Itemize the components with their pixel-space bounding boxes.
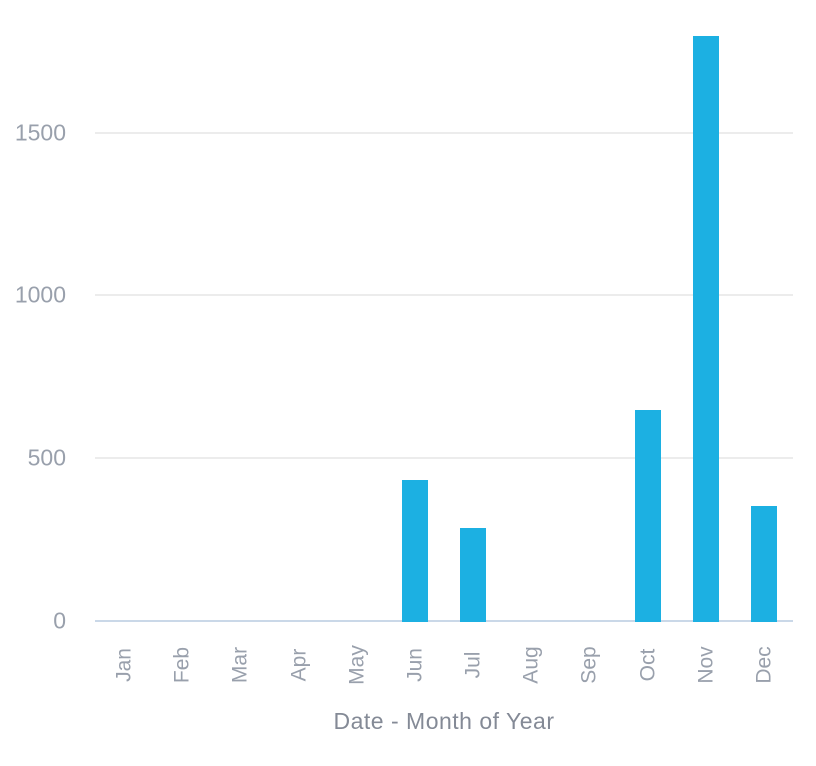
y-tick-label-1500: 1500 [14, 119, 66, 146]
x-tick-label-dec: Dec [752, 646, 776, 684]
gridline-1000 [95, 294, 793, 297]
x-tick-label-jan: Jan [112, 648, 136, 682]
x-tick-label-sep: Sep [577, 646, 601, 684]
bar-oct [634, 410, 661, 622]
x-axis-title: Date - Month of Year [333, 708, 555, 734]
bar-dec [750, 506, 777, 622]
x-tick-label-oct: Oct [636, 648, 660, 682]
bar-jul [460, 527, 487, 622]
y-tick-label-500: 500 [27, 444, 66, 471]
x-tick-label-nov: Nov [694, 646, 718, 684]
plot-area: 0 500 1000 1500 Jan Feb Mar Apr May Jun Jul Aug Sep… [15, 10, 793, 685]
y-tick-label-1000: 1000 [14, 281, 66, 308]
x-tick-label-aug: Aug [519, 646, 543, 684]
x-tick-label-jul: Jul [461, 651, 485, 679]
bar-nov [692, 36, 719, 622]
gridline-500 [95, 457, 793, 460]
x-tick-label-feb: Feb [170, 646, 194, 684]
x-tick-label-apr: Apr [287, 648, 311, 682]
x-tick-label-mar: Mar [228, 646, 252, 684]
x-axis-line [95, 620, 793, 622]
gridline-1500 [95, 131, 793, 134]
x-tick-label-may: May [345, 645, 369, 685]
x-tick-label-jun: Jun [403, 648, 427, 682]
y-tick-label-0: 0 [53, 607, 66, 634]
bar-jun [401, 480, 428, 622]
